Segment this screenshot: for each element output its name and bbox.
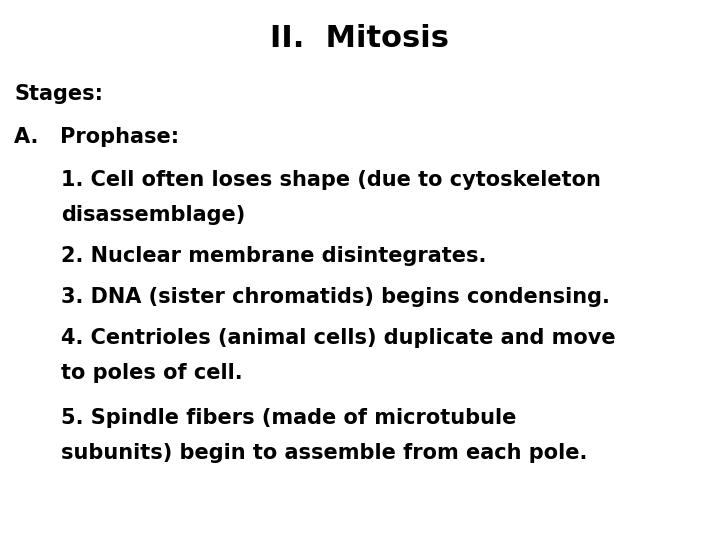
Text: 2. Nuclear membrane disintegrates.: 2. Nuclear membrane disintegrates. — [61, 246, 487, 266]
Text: subunits) begin to assemble from each pole.: subunits) begin to assemble from each po… — [61, 443, 588, 463]
Text: Stages:: Stages: — [14, 84, 104, 104]
Text: to poles of cell.: to poles of cell. — [61, 363, 243, 383]
Text: II.  Mitosis: II. Mitosis — [271, 24, 449, 53]
Text: disassemblage): disassemblage) — [61, 205, 246, 225]
Text: 5. Spindle fibers (made of microtubule: 5. Spindle fibers (made of microtubule — [61, 408, 516, 428]
Text: 3. DNA (sister chromatids) begins condensing.: 3. DNA (sister chromatids) begins conden… — [61, 287, 610, 307]
Text: 4. Centrioles (animal cells) duplicate and move: 4. Centrioles (animal cells) duplicate a… — [61, 328, 616, 348]
Text: A.   Prophase:: A. Prophase: — [14, 127, 179, 147]
Text: 1. Cell often loses shape (due to cytoskeleton: 1. Cell often loses shape (due to cytosk… — [61, 170, 601, 190]
